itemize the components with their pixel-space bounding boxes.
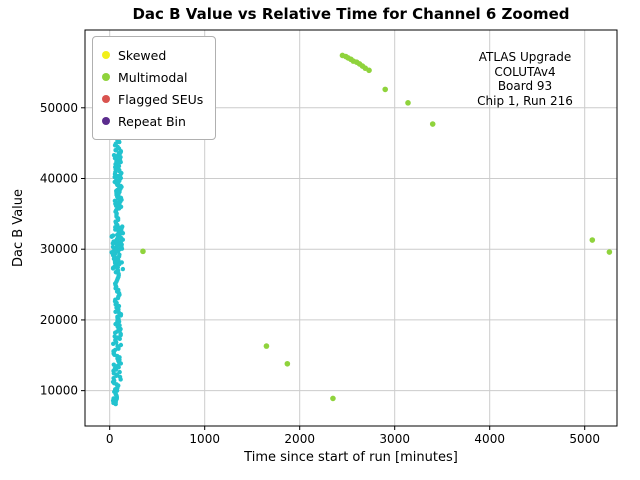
legend-marker xyxy=(102,73,110,81)
x-tick-label: 2000 xyxy=(284,432,315,446)
annotation-line: Board 93 xyxy=(497,79,553,93)
annotation-line: Chip 1, Run 216 xyxy=(477,93,573,108)
legend-item: Multimodal xyxy=(102,66,203,88)
y-axis-label: Dac B Value xyxy=(11,189,26,267)
legend-label: Multimodal xyxy=(118,69,188,85)
tick-labels: 0 1000 2000 3000 4000 5000 10000 20000 30000 4000… xyxy=(40,101,600,446)
plot-border xyxy=(84,29,618,427)
y-tick-label: 30000 xyxy=(40,242,78,256)
annotation-line: COLUTAv4 xyxy=(494,64,556,79)
x-tick-label: 3000 xyxy=(379,432,410,446)
y-tick-label: 10000 xyxy=(40,384,78,398)
chart-title: Dac B Value vs Relative Time for Channel… xyxy=(132,5,569,23)
legend-label: Skewed xyxy=(118,47,167,63)
y-tick-label: 50000 xyxy=(40,101,78,115)
x-tick-label: 5000 xyxy=(569,432,600,446)
y-tick-label: 20000 xyxy=(40,313,78,327)
x-tick-label: 0 xyxy=(106,432,114,446)
legend-marker xyxy=(102,117,110,125)
annotation-line: ATLAS Upgrade xyxy=(478,50,572,64)
annotation: ATLAS Upgrade COLUTAv4 Board 93 Chip 1, Run… xyxy=(430,50,620,108)
x-axis-label: Time since start of run [minutes] xyxy=(243,450,458,465)
legend-item: Repeat Bin xyxy=(102,110,203,132)
x-tick-label: 4000 xyxy=(474,432,505,446)
legend-marker xyxy=(102,95,110,103)
legend: Skewed Multimodal Flagged SEUs Repeat Bin xyxy=(92,36,217,140)
x-tick-label: 1000 xyxy=(189,432,220,446)
legend-label: Repeat Bin xyxy=(118,113,186,129)
y-tick-label: 40000 xyxy=(40,172,78,186)
legend-label: Flagged SEUs xyxy=(118,91,204,107)
tick-marks xyxy=(81,107,586,430)
legend-marker xyxy=(102,51,110,59)
legend-item: Flagged SEUs xyxy=(102,88,203,110)
legend-item: Skewed xyxy=(102,44,203,66)
